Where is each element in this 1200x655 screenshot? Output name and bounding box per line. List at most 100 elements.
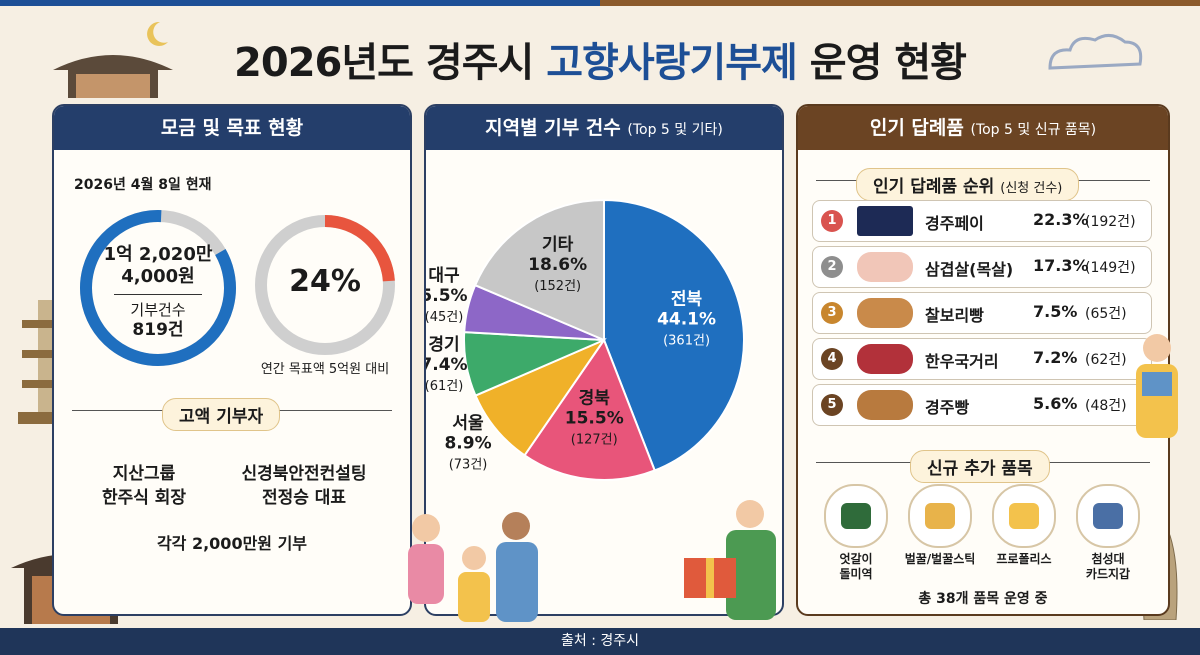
new-item-3: 프로폴리스 xyxy=(984,484,1064,567)
new-item-label: 엇갈이 돌미역 xyxy=(839,552,873,581)
new-item-2: 벌꿀/벌꿀스틱 xyxy=(900,484,980,567)
page-title: 2026년도 경주시 고향사랑기부제 운영 현황 xyxy=(234,40,967,86)
pie-label-count-3: (61건) xyxy=(426,379,463,394)
amount-text: 1억 2,020만 4,000원 xyxy=(74,244,242,288)
new-item-1: 엇갈이 돌미역 xyxy=(816,484,896,582)
donor-1-name: 지산그룹 xyxy=(112,464,176,484)
rank-number: 2 xyxy=(821,256,843,278)
rank-pct: 17.3% xyxy=(1033,256,1089,275)
ranking-row-1: 1 경주페이 22.3% (192건) xyxy=(812,200,1152,242)
new-item-4: 첨성대 카드지갑 xyxy=(1068,484,1148,582)
rank-number: 4 xyxy=(821,348,843,370)
pie-slice-5 xyxy=(473,198,605,342)
region-header: 지역별 기부 건수 (Top 5 및 기타) xyxy=(426,106,782,150)
target-ring xyxy=(255,215,395,355)
ranking-title: 인기 답례품 순위 (신청 건수) xyxy=(856,168,1080,201)
pie-label-name-3: 경기 xyxy=(428,335,459,355)
donor-note: 각각 2,000만원 기부 xyxy=(156,534,308,553)
ranking-title-text: 인기 답례품 순위 xyxy=(873,177,995,197)
rank-pct: 7.2% xyxy=(1033,348,1078,367)
pie-label-name-0: 전북 xyxy=(671,290,703,310)
gifts-header-text: 인기 답례품 xyxy=(869,117,964,139)
target-caption: 연간 목표액 5억원 대비 xyxy=(260,362,390,377)
as-of-date: 2026년 4월 8일 현재 xyxy=(74,177,212,193)
rank-count: (149건) xyxy=(1085,260,1136,276)
donor-2-title: 전정승 대표 xyxy=(261,488,347,508)
total-note: 총 38개 품목 운영 중 xyxy=(918,591,1048,607)
rank-count: (48건) xyxy=(1085,398,1127,414)
pie-label-pct-0: 44.1% xyxy=(657,310,716,330)
donors-title: 고액 기부자 xyxy=(162,398,281,431)
pie-label-pct-2: 8.9% xyxy=(444,433,491,453)
pie-label-count-1: (127건) xyxy=(571,432,618,447)
rank-pct: 7.5% xyxy=(1033,302,1078,321)
woman-with-gift-illustration xyxy=(1136,334,1178,438)
rank-count: (192건) xyxy=(1085,214,1136,230)
ranking-row-5: 5 경주빵 5.6% (48건) xyxy=(812,384,1152,426)
ranking-title-sub: (신청 건수) xyxy=(1000,181,1063,196)
pie-label-name-2: 서울 xyxy=(452,413,484,433)
honey-icon xyxy=(908,484,972,548)
count-value: 819건 xyxy=(132,320,184,340)
fundraising-header: 모금 및 목표 현황 xyxy=(54,106,410,150)
fundraising-panel: 모금 및 목표 현황 2026년 4월 8일 현재 1억 2,020만 4,00… xyxy=(52,104,412,616)
rank-number: 1 xyxy=(821,210,843,232)
wallet-icon xyxy=(1076,484,1140,548)
rank-name: 삼겹살(목살) xyxy=(925,260,1014,279)
rank-number: 3 xyxy=(821,302,843,324)
pie-label-count-0: (361건) xyxy=(663,334,710,349)
pie-label-name-5: 기타 xyxy=(542,235,574,255)
pie-label-count-4: (45건) xyxy=(426,310,463,325)
pie-label-count-5: (152건) xyxy=(534,279,581,294)
donor-2-name: 신경북안전컨설팅 xyxy=(241,464,367,484)
pie-label-name-1: 경북 xyxy=(579,388,611,408)
source-footer: 출처 : 경주시 xyxy=(0,628,1200,655)
amount-line2: 4,000원 xyxy=(121,266,195,287)
target-arc xyxy=(255,215,395,355)
rank-pct: 22.3% xyxy=(1033,210,1089,229)
target-percent: 24% xyxy=(289,264,361,299)
card-icon xyxy=(857,206,913,236)
propolis-icon xyxy=(992,484,1056,548)
pie-slice-0 xyxy=(603,198,745,472)
rank-name: 경주빵 xyxy=(925,398,970,417)
rank-pct: 5.6% xyxy=(1033,394,1078,413)
ranking-row-3: 3 찰보리빵 7.5% (65건) xyxy=(812,292,1152,334)
count-text: 기부건수 819건 xyxy=(74,300,242,340)
pie-label-pct-5: 18.6% xyxy=(528,255,587,275)
new-items-title: 신규 추가 품목 xyxy=(910,450,1050,483)
region-header-text: 지역별 기부 건수 xyxy=(485,117,621,139)
cloud-icon xyxy=(1048,34,1143,70)
rank-name: 찰보리빵 xyxy=(925,306,984,325)
hanok-icon xyxy=(53,55,173,98)
gifts-panel: 인기 답례품 (Top 5 및 신규 품목) 인기 답례품 순위 (신청 건수)… xyxy=(796,104,1170,616)
rank-count: (65건) xyxy=(1085,306,1127,322)
beef-icon xyxy=(857,344,913,374)
pie-label-pct-4: 5.5% xyxy=(426,286,468,306)
bread-icon xyxy=(857,298,913,328)
gift-giver-illustration xyxy=(684,500,776,620)
pie-label-pct-3: 7.4% xyxy=(426,355,468,375)
donor-2: 신경북안전컨설팅 전정승 대표 xyxy=(214,462,394,510)
pie-label-count-2: (73건) xyxy=(449,457,488,472)
count-label: 기부건수 xyxy=(130,301,186,319)
pie-label-pct-1: 15.5% xyxy=(565,408,624,428)
donor-1-title: 한주식 회장 xyxy=(101,488,187,508)
rank-count: (62건) xyxy=(1085,352,1127,368)
rank-number: 5 xyxy=(821,394,843,416)
pie-label-name-4: 대구 xyxy=(428,266,460,286)
amount-divider xyxy=(114,294,202,295)
gifts-header: 인기 답례품 (Top 5 및 신규 품목) xyxy=(798,106,1168,150)
new-item-label: 프로폴리스 xyxy=(996,552,1052,566)
region-panel: 지역별 기부 건수 (Top 5 및 기타) 전북 44.1% (361건) 경북 15… xyxy=(424,104,784,616)
amount-line1: 1억 2,020만 xyxy=(103,244,213,265)
rank-name: 한우국거리 xyxy=(925,352,999,371)
meat-icon xyxy=(857,252,913,282)
region-header-sub: (Top 5 및 기타) xyxy=(627,122,723,138)
top-stripe xyxy=(0,0,1200,6)
bun-icon xyxy=(857,390,913,420)
ranking-row-2: 2 삼겹살(목살) 17.3% (149건) xyxy=(812,246,1152,288)
new-item-label: 첨성대 카드지갑 xyxy=(1085,552,1131,581)
rank-name: 경주페이 xyxy=(925,214,984,233)
